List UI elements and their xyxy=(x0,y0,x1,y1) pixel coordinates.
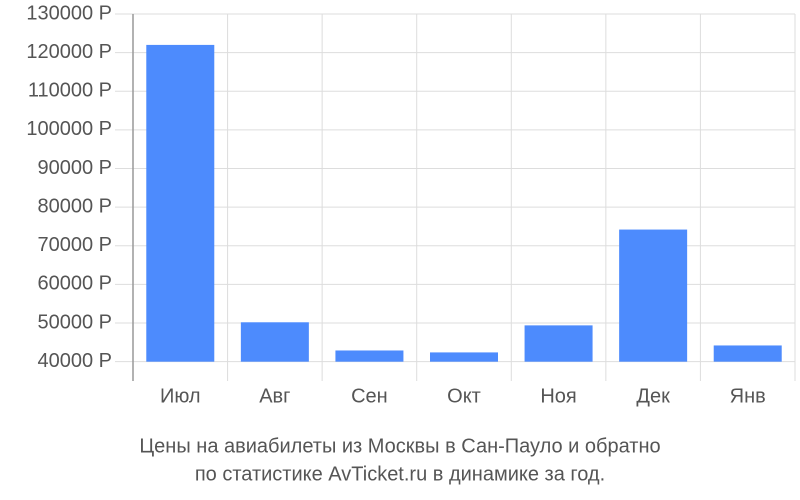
y-tick-label: 100000 Р xyxy=(26,118,112,140)
chart-title: Цены на авиабилеты из Москвы в Сан-Пауло… xyxy=(139,435,660,457)
bar xyxy=(430,352,498,362)
y-tick-label: 110000 Р xyxy=(28,80,112,102)
bar xyxy=(146,44,215,362)
x-tick-label: Сен xyxy=(351,385,388,407)
y-tick-label: 70000 Р xyxy=(37,234,112,256)
y-tick-label: 80000 Р xyxy=(37,195,112,217)
bar xyxy=(240,322,309,362)
y-tick-label: 40000 Р xyxy=(37,350,112,372)
bar xyxy=(619,229,688,362)
x-tick-label: Окт xyxy=(447,385,481,407)
x-tick-label: Июл xyxy=(160,385,201,407)
chart-title: по статистике AvTicket.ru в динамике за … xyxy=(195,463,605,485)
y-tick-label: 130000 Р xyxy=(26,2,112,24)
bar xyxy=(713,345,782,362)
x-tick-label: Авг xyxy=(259,385,290,407)
y-tick-label: 60000 Р xyxy=(37,273,112,295)
y-tick-label: 90000 Р xyxy=(37,157,112,179)
bar xyxy=(335,350,404,362)
x-tick-label: Дек xyxy=(636,385,670,407)
y-tick-label: 50000 Р xyxy=(37,311,112,333)
y-tick-label: 120000 Р xyxy=(26,41,112,63)
bar xyxy=(524,325,593,362)
x-tick-label: Ноя xyxy=(540,385,576,407)
x-tick-label: Янв xyxy=(730,385,766,407)
